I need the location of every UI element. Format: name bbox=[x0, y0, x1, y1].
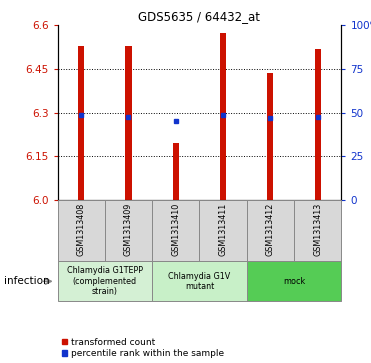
Text: GSM1313408: GSM1313408 bbox=[77, 203, 86, 256]
Text: infection: infection bbox=[4, 276, 49, 286]
Bar bbox=[58, 261, 152, 301]
Bar bbox=[267, 73, 273, 200]
Bar bbox=[125, 46, 132, 200]
Bar bbox=[294, 200, 341, 261]
Text: Chlamydia G1TEPP
(complemented
strain): Chlamydia G1TEPP (complemented strain) bbox=[67, 266, 143, 296]
Text: GSM1313413: GSM1313413 bbox=[313, 203, 322, 256]
Text: GSM1313411: GSM1313411 bbox=[219, 203, 227, 256]
Text: GSM1313409: GSM1313409 bbox=[124, 203, 133, 256]
Bar bbox=[78, 46, 84, 200]
Text: Chlamydia G1V
mutant: Chlamydia G1V mutant bbox=[168, 272, 230, 291]
Text: mock: mock bbox=[283, 277, 305, 286]
Legend: transformed count, percentile rank within the sample: transformed count, percentile rank withi… bbox=[62, 338, 224, 359]
Bar bbox=[152, 200, 200, 261]
Bar bbox=[173, 143, 179, 200]
Bar bbox=[247, 261, 341, 301]
Bar bbox=[200, 200, 247, 261]
Bar bbox=[152, 261, 247, 301]
Bar bbox=[247, 200, 294, 261]
Text: GSM1313412: GSM1313412 bbox=[266, 203, 275, 256]
Bar bbox=[58, 200, 105, 261]
Text: GSM1313410: GSM1313410 bbox=[171, 203, 180, 256]
Bar bbox=[315, 49, 321, 200]
Bar bbox=[105, 200, 152, 261]
Bar bbox=[220, 33, 226, 200]
Title: GDS5635 / 64432_at: GDS5635 / 64432_at bbox=[138, 10, 260, 23]
